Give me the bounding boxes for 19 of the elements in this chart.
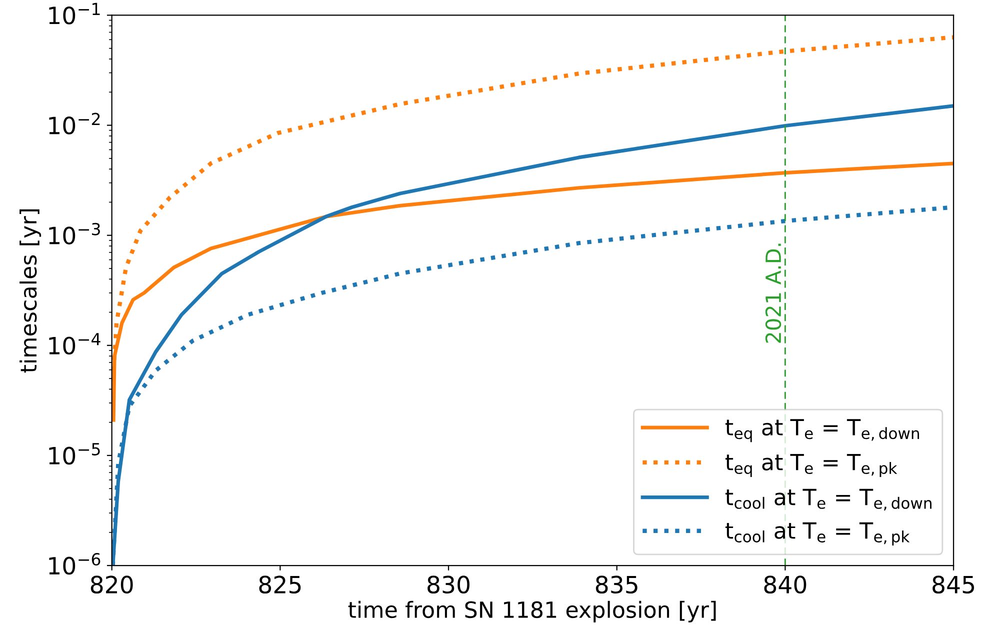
legend-label: t$_{cool}$ at T$_{e}$ = T$_{e,pk}$ xyxy=(725,522,910,546)
legend-label: t$_{eq}$ at T$_{e}$ = T$_{e,down}$ xyxy=(725,419,919,442)
x-tick-label: 835 xyxy=(596,576,638,594)
y-tick-label: 10$^{−5}$ xyxy=(49,443,100,465)
x-axis-title: time from SN 1181 explosion [yr] xyxy=(348,600,716,622)
x-tick-label: 820 xyxy=(90,576,133,594)
y-tick-label: 10$^{−1}$ xyxy=(49,2,100,24)
y-tick-label: 10$^{−3}$ xyxy=(49,222,100,244)
y-tick-label: 10$^{−6}$ xyxy=(49,553,100,575)
legend-label: t$_{eq}$ at T$_{e}$ = T$_{e,pk}$ xyxy=(725,454,898,478)
y-tick-label: 10$^{−2}$ xyxy=(49,112,100,134)
legend-label: t$_{cool}$ at T$_{e}$ = T$_{e,down}$ xyxy=(725,488,932,511)
x-tick-label: 840 xyxy=(764,576,806,594)
ref-line-label: 2021 A.D. xyxy=(765,244,782,343)
y-axis-title: timescales [yr] xyxy=(20,209,42,373)
x-tick-label: 825 xyxy=(259,576,301,594)
x-tick-label: 845 xyxy=(932,576,974,594)
x-tick-label: 830 xyxy=(428,576,470,594)
y-tick-label: 10$^{−4}$ xyxy=(49,333,100,355)
